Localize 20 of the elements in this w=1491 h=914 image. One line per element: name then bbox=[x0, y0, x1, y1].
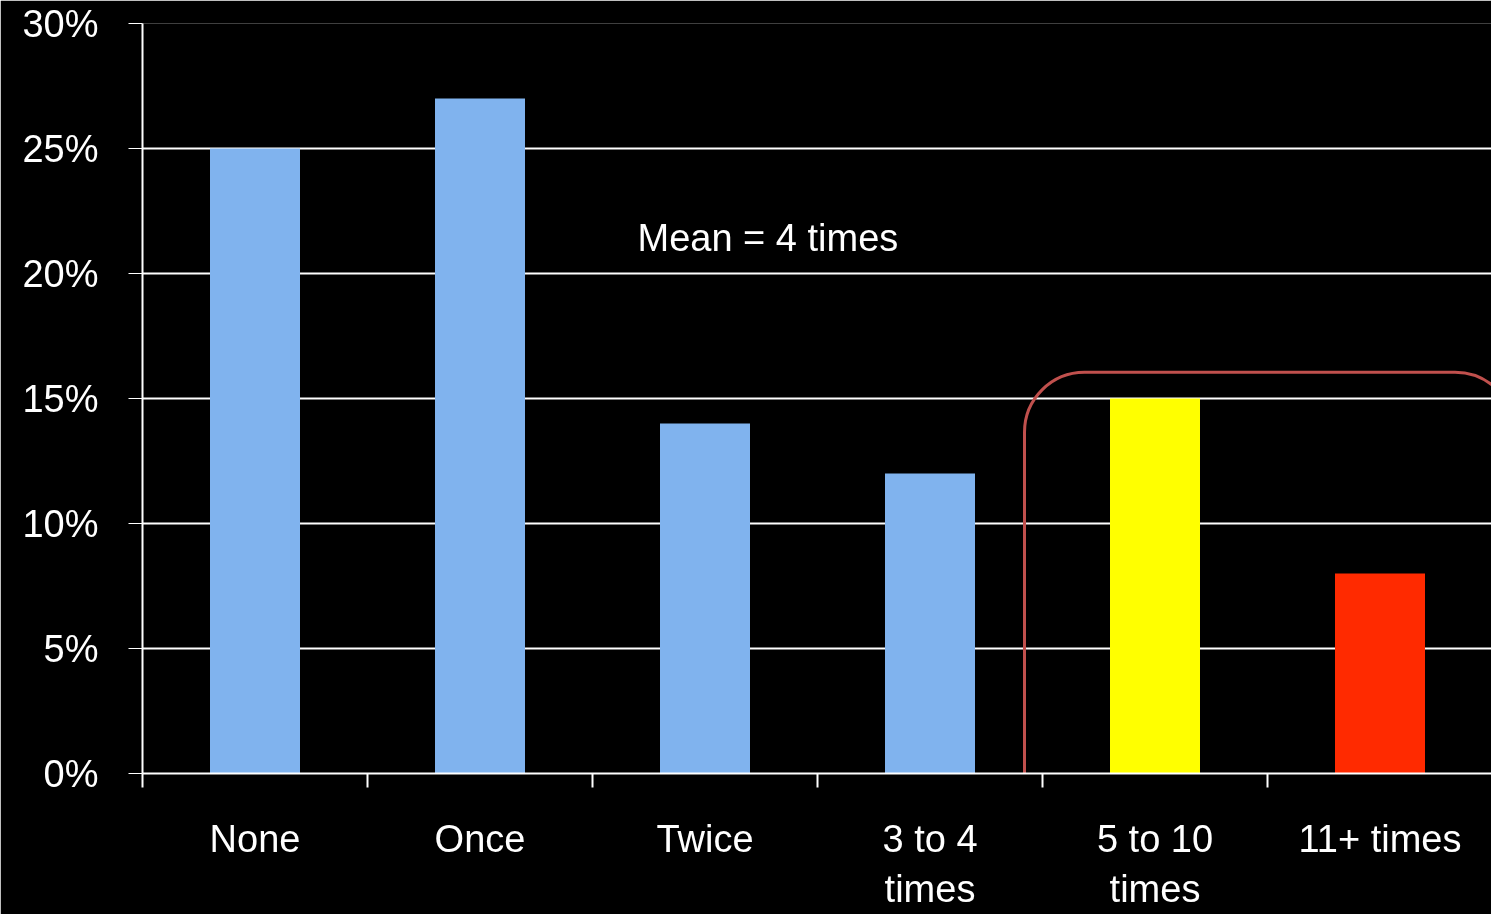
bar bbox=[1335, 573, 1425, 774]
y-tick-label: 25% bbox=[22, 127, 99, 170]
x-tick-label: Once bbox=[434, 817, 526, 860]
y-tick-label: 15% bbox=[22, 377, 99, 420]
bar bbox=[435, 98, 525, 774]
annotation: Mean = 4 times bbox=[637, 216, 899, 259]
y-tick-label: 30% bbox=[22, 2, 99, 45]
x-tick-label: 3 to 4 times bbox=[882, 817, 978, 910]
x-tick-label: 11+ times bbox=[1298, 817, 1462, 860]
bar bbox=[885, 473, 975, 774]
x-tick-label: Twice bbox=[656, 817, 754, 860]
x-tick-label: None bbox=[209, 817, 301, 860]
y-tick-label: 10% bbox=[22, 502, 99, 545]
bar bbox=[660, 423, 750, 774]
x-tick-label: 5 to 10 times bbox=[1096, 817, 1214, 910]
y-tick-label: 20% bbox=[22, 252, 99, 295]
bar bbox=[210, 148, 300, 774]
y-tick-label: 5% bbox=[43, 627, 99, 670]
y-tick-label: 0% bbox=[43, 752, 99, 795]
bar bbox=[1110, 398, 1200, 774]
